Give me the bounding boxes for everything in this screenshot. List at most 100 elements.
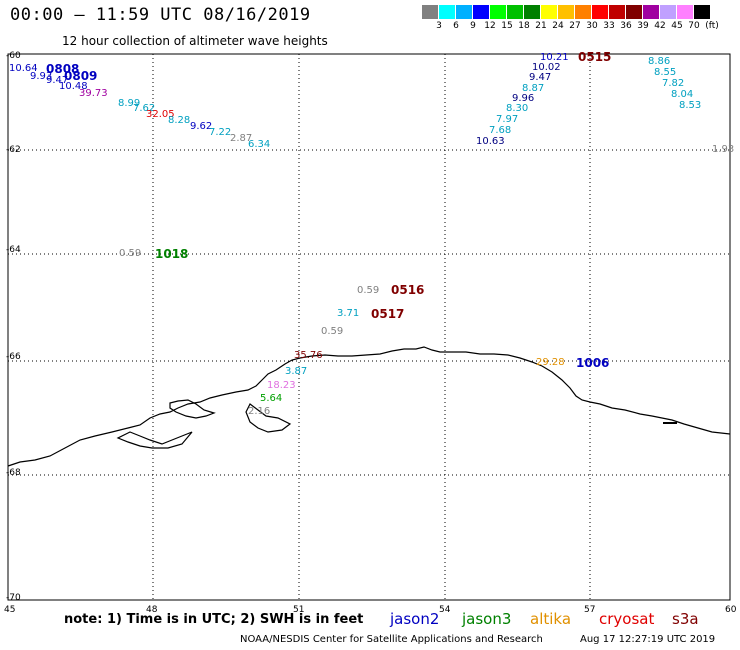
lat-label: -68 bbox=[6, 468, 21, 478]
color-swatch bbox=[490, 5, 507, 19]
wave-height-label: 0.59 bbox=[357, 285, 380, 296]
units-note: note: 1) Time is in UTC; 2) SWH is in fe… bbox=[64, 612, 364, 627]
wave-height-label: 9.47 bbox=[46, 75, 69, 86]
pass-time-label: 0517 bbox=[371, 307, 405, 321]
wave-height-label: 3.87 bbox=[285, 366, 308, 377]
wave-height-label: 35.76 bbox=[294, 350, 323, 361]
pass-time-label: 0808 bbox=[46, 62, 80, 76]
color-scale-tick: 6 bbox=[453, 21, 459, 31]
wave-height-label: 2.87 bbox=[230, 133, 253, 144]
color-scale-tick: 27 bbox=[569, 21, 581, 31]
wave-height-label: 8.87 bbox=[522, 83, 545, 94]
color-swatch bbox=[626, 5, 643, 19]
pass-time-label: 0809 bbox=[64, 69, 98, 83]
color-scale-tick: 30 bbox=[586, 21, 598, 31]
lon-label: 45 bbox=[4, 605, 16, 615]
wave-height-label: 8.53 bbox=[679, 100, 702, 111]
color-swatch bbox=[524, 5, 541, 19]
wave-height-label: 8.86 bbox=[648, 56, 671, 67]
wave-height-label: 9.47 bbox=[529, 72, 552, 83]
wave-height-label: 2.16 bbox=[248, 406, 271, 417]
pass-time-label: 1018 bbox=[155, 247, 189, 261]
generated-timestamp: Aug 17 12:27:19 UTC 2019 bbox=[580, 634, 716, 645]
wave-height-label: 0.59 bbox=[321, 326, 344, 337]
wave-height-label: 7.68 bbox=[489, 125, 512, 136]
color-swatch bbox=[439, 5, 456, 19]
lat-label: -66 bbox=[6, 352, 21, 362]
wave-height-label: 32.05 bbox=[146, 109, 175, 120]
color-scale-tick: 12 bbox=[484, 21, 496, 31]
color-scale-tick: 24 bbox=[552, 21, 564, 31]
color-swatch bbox=[694, 5, 711, 19]
wave-height-label: 1.93 bbox=[712, 144, 735, 155]
color-swatch bbox=[575, 5, 592, 19]
wave-height-label: 10.64 bbox=[9, 63, 38, 74]
color-swatch bbox=[677, 5, 694, 19]
wave-height-label: 7.62 bbox=[133, 103, 156, 114]
color-scale-tick: 21 bbox=[535, 21, 547, 31]
map-frame bbox=[7, 53, 731, 601]
wave-height-label: 9.96 bbox=[512, 93, 535, 104]
lon-label: 60 bbox=[725, 605, 737, 615]
pass-time-label: 0515 bbox=[578, 50, 612, 64]
color-swatch bbox=[507, 5, 524, 19]
satellite-legend-item: jason2 bbox=[390, 610, 440, 628]
color-swatch bbox=[643, 5, 660, 19]
wave-height-label: 18.23 bbox=[267, 380, 296, 391]
lat-label: -70 bbox=[6, 593, 21, 603]
color-scale-tick: 3 bbox=[436, 21, 442, 31]
lon-label: 51 bbox=[293, 605, 305, 615]
wave-height-label: 7.97 bbox=[496, 114, 519, 125]
chart-subtitle: 12 hour collection of altimeter wave hei… bbox=[62, 34, 328, 48]
color-scale-tick: 70 bbox=[688, 21, 700, 31]
wave-height-label: 29.28 bbox=[536, 357, 565, 368]
lon-label: 54 bbox=[439, 605, 451, 615]
color-scale-unit: (ft) bbox=[705, 21, 719, 31]
lat-label: -60 bbox=[6, 51, 21, 61]
color-scale-tick: 36 bbox=[620, 21, 632, 31]
wave-height-label: 8.99 bbox=[118, 98, 141, 109]
lat-label: -62 bbox=[6, 145, 21, 155]
satellite-legend-item: jason3 bbox=[462, 610, 512, 628]
wave-height-label: 8.55 bbox=[654, 67, 677, 78]
color-swatch bbox=[422, 5, 439, 19]
map-grid bbox=[8, 54, 730, 600]
color-swatch bbox=[558, 5, 575, 19]
credit-line: NOAA/NESDIS Center for Satellite Applica… bbox=[240, 634, 543, 645]
color-scale-tick: 33 bbox=[603, 21, 615, 31]
satellite-legend-item: altika bbox=[530, 610, 572, 628]
color-scale-tick: 42 bbox=[654, 21, 666, 31]
wave-height-label: 8.04 bbox=[671, 89, 694, 100]
wave-height-label: 10.02 bbox=[532, 62, 561, 73]
wave-height-label: 10.21 bbox=[540, 52, 569, 63]
color-scale-tick: 15 bbox=[501, 21, 513, 31]
wave-height-label: 7.22 bbox=[209, 127, 232, 138]
wave-height-label: 3.71 bbox=[337, 308, 360, 319]
wave-height-label: 8.28 bbox=[168, 115, 191, 126]
color-swatch bbox=[456, 5, 473, 19]
pass-time-label: 0516 bbox=[391, 283, 425, 297]
color-swatch bbox=[592, 5, 609, 19]
color-swatch bbox=[660, 5, 677, 19]
antarctic-coastline bbox=[7, 346, 731, 467]
chart-title: 00:00 – 11:59 UTC 08/16/2019 bbox=[10, 5, 311, 25]
lon-label: 48 bbox=[146, 605, 158, 615]
color-scale-tick: 39 bbox=[637, 21, 649, 31]
wave-height-label: 39.73 bbox=[79, 88, 108, 99]
wave-height-label: 6.34 bbox=[248, 139, 271, 150]
color-swatch bbox=[473, 5, 490, 19]
color-swatch bbox=[541, 5, 558, 19]
color-scale-tick: 45 bbox=[671, 21, 683, 31]
satellite-legend-item: cryosat bbox=[599, 610, 655, 628]
wave-height-label: 10.48 bbox=[59, 81, 88, 92]
wave-height-label: 7.82 bbox=[662, 78, 685, 89]
color-swatch bbox=[609, 5, 626, 19]
color-scale-tick: 9 bbox=[470, 21, 476, 31]
satellite-legend-item: s3a bbox=[672, 610, 699, 628]
wave-height-label: 10.63 bbox=[476, 136, 505, 147]
lat-label: -64 bbox=[6, 245, 21, 255]
wave-height-label: 0.59 bbox=[119, 248, 142, 259]
color-scale-tick: 18 bbox=[518, 21, 530, 31]
wave-height-label: 8.30 bbox=[506, 103, 529, 114]
